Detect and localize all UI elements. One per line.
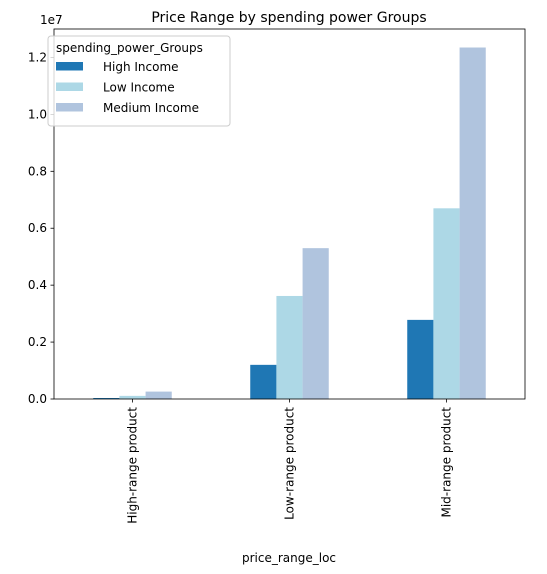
y-tick-label: 1.0 [28, 107, 47, 121]
y-tick-label: 0.2 [28, 335, 47, 349]
legend-box [47, 35, 231, 127]
y-tick-label: 0.8 [28, 164, 47, 178]
legend-swatch [56, 103, 83, 112]
bar [459, 47, 486, 399]
x-tick-label: Mid-range product [440, 407, 454, 518]
legend-label: High Income [103, 60, 179, 74]
x-tick-label: Low-range product [283, 407, 297, 520]
bar [433, 208, 460, 399]
bars-group [93, 47, 486, 399]
y-axis-offset-label: 1e7 [40, 13, 63, 27]
y-axis: 0.0 0.2 0.4 0.6 0.8 1.0 1.2 [28, 50, 54, 406]
bar [276, 295, 303, 399]
legend-label: Low Income [103, 81, 175, 95]
y-tick-label: 0.4 [28, 278, 47, 292]
bar [302, 248, 329, 399]
bar [93, 398, 120, 399]
bar [407, 319, 434, 399]
legend-swatch [56, 62, 83, 71]
y-tick-label: 1.2 [28, 50, 47, 64]
legend-items: High Income Low Income Medium Income [56, 60, 199, 115]
bar [145, 391, 172, 399]
x-axis: High-range product Low-range product Mid-r… [126, 399, 454, 524]
legend: spending_power_Groups High Income Low Inc… [47, 35, 231, 127]
y-tick-label: 0.6 [28, 221, 47, 235]
bar [250, 364, 277, 399]
x-axis-label: price_range_loc [242, 551, 336, 565]
plot-frame [53, 28, 526, 400]
bar [119, 395, 146, 399]
legend-label: Medium Income [103, 101, 199, 115]
legend-title: spending_power_Groups [56, 41, 203, 55]
x-tick-label: High-range product [126, 407, 140, 524]
chart-title: Price Range by spending power Groups [151, 10, 426, 26]
legend-swatch [56, 82, 83, 91]
y-tick-label: 0.0 [28, 392, 47, 406]
